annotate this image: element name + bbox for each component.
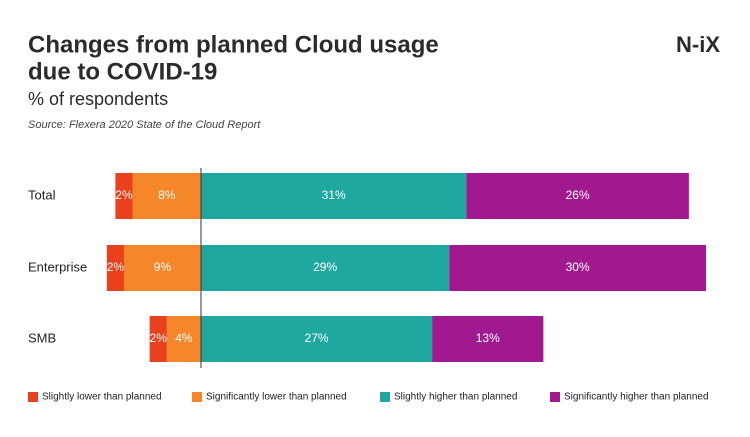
chart-title: due to COVID-19 bbox=[28, 58, 217, 85]
chart-title: Changes from planned Cloud usage bbox=[28, 31, 439, 58]
subtitle: % of respondents bbox=[28, 89, 168, 109]
logo: N-iX bbox=[676, 32, 720, 57]
bar-segment bbox=[466, 173, 689, 219]
bar-segment bbox=[432, 316, 544, 362]
value-label: 31% bbox=[322, 188, 346, 202]
bar-segment bbox=[149, 316, 167, 362]
category-label: SMB bbox=[28, 330, 56, 345]
source: Source: Flexera 2020 State of the Cloud … bbox=[28, 119, 261, 131]
legend-swatch bbox=[380, 392, 390, 402]
value-label: 2% bbox=[115, 188, 133, 202]
value-label: 2% bbox=[107, 260, 125, 274]
bar-segment bbox=[166, 316, 201, 362]
legend-swatch bbox=[28, 392, 38, 402]
value-label: 26% bbox=[566, 188, 590, 202]
category-label: Total bbox=[28, 187, 56, 202]
bar-segment bbox=[449, 245, 706, 291]
bar-segment bbox=[201, 245, 450, 291]
legend-label: Significantly lower than planned bbox=[206, 392, 347, 403]
legend-swatch bbox=[192, 392, 202, 402]
bar-segment bbox=[106, 245, 124, 291]
legend-label: Significantly higher than planned bbox=[564, 392, 709, 403]
bar-segment bbox=[201, 316, 433, 362]
bar-segment bbox=[123, 245, 201, 291]
value-label: 9% bbox=[154, 260, 172, 274]
value-label: 29% bbox=[313, 260, 337, 274]
legend-label: Slightly higher than planned bbox=[394, 392, 517, 403]
value-label: 8% bbox=[158, 188, 176, 202]
value-label: 2% bbox=[150, 331, 168, 345]
bar-segment bbox=[201, 173, 467, 219]
bar-segment bbox=[132, 173, 201, 219]
value-label: 27% bbox=[305, 331, 329, 345]
value-label: 4% bbox=[175, 331, 193, 345]
bar-segment bbox=[115, 173, 133, 219]
value-label: 13% bbox=[476, 331, 500, 345]
value-label: 30% bbox=[566, 260, 590, 274]
legend-swatch bbox=[550, 392, 560, 402]
category-label: Enterprise bbox=[28, 259, 87, 274]
legend-label: Slightly lower than planned bbox=[42, 392, 162, 403]
